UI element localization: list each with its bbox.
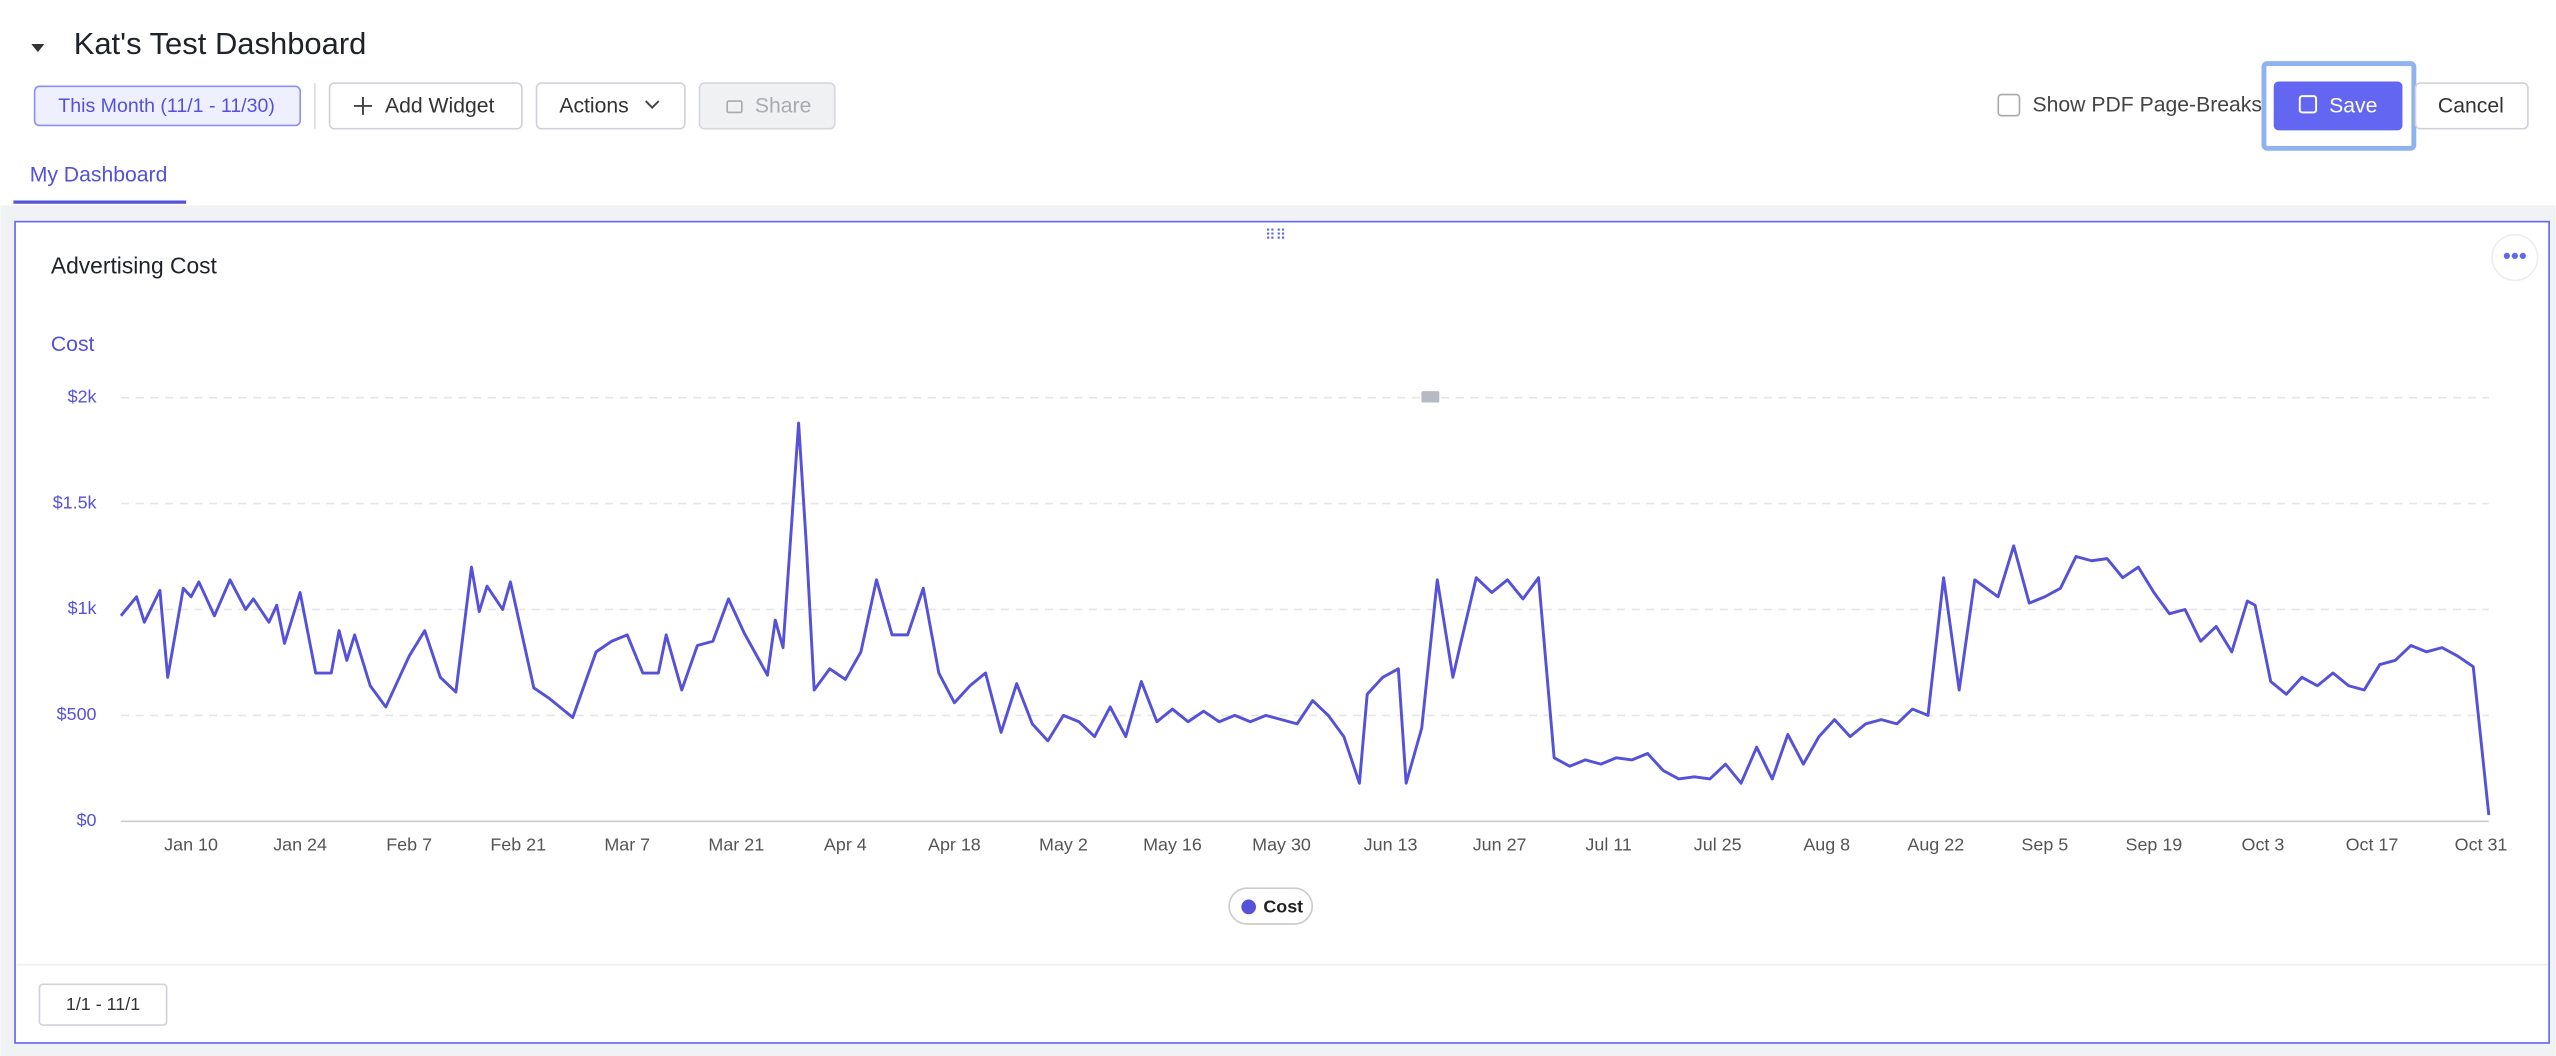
actions-label: Actions bbox=[559, 94, 628, 117]
x-tick-label: Aug 8 bbox=[1803, 835, 1850, 855]
pdf-label: Show PDF Page-Breaks bbox=[2033, 94, 2262, 117]
share-label: Share bbox=[755, 94, 812, 117]
y-tick-label: $2k bbox=[68, 386, 97, 406]
x-tick-label: May 2 bbox=[1039, 835, 1088, 855]
widget-title: Advertising Cost bbox=[51, 252, 218, 278]
x-tick-label: Jul 25 bbox=[1694, 835, 1742, 855]
save-button[interactable] bbox=[2273, 81, 2403, 131]
legend-pill bbox=[1228, 887, 1314, 925]
save-icon bbox=[2298, 95, 2318, 114]
menu-dots: ••• bbox=[2503, 243, 2527, 269]
plus-icon bbox=[354, 96, 372, 115]
footer-range-label: 1/1 - 11/1 bbox=[66, 994, 140, 1014]
cancel-label: Cancel bbox=[2438, 94, 2504, 117]
y-tick-label: $1k bbox=[68, 598, 97, 618]
actions-button[interactable] bbox=[535, 82, 686, 130]
x-tick-label: Feb 7 bbox=[386, 835, 432, 855]
tab[interactable]: My Dashboard bbox=[30, 164, 168, 187]
x-tick-label: Jun 27 bbox=[1473, 835, 1527, 855]
x-tick-label: Oct 31 bbox=[2455, 835, 2508, 855]
x-tick-label: Oct 17 bbox=[2346, 835, 2399, 855]
y-tick-label: $0 bbox=[77, 810, 97, 830]
menu-button[interactable] bbox=[2491, 233, 2539, 282]
x-tick-label: Feb 21 bbox=[490, 835, 546, 855]
x-tick-label: Mar 21 bbox=[708, 835, 764, 855]
date-range-button[interactable] bbox=[33, 85, 302, 127]
date-range-label: This Month (11/1 - 11/30) bbox=[58, 95, 275, 117]
share-button[interactable] bbox=[698, 82, 836, 130]
legend-label: Cost bbox=[1263, 896, 1303, 916]
cancel-button[interactable] bbox=[2414, 82, 2529, 130]
x-tick-label: Mar 7 bbox=[604, 835, 650, 855]
x-tick-label: Jan 24 bbox=[273, 835, 327, 855]
drag-handle[interactable]: ⠿⠿ bbox=[1265, 228, 1286, 244]
x-tick-label: Jun 13 bbox=[1364, 835, 1418, 855]
save-label: Save bbox=[2329, 94, 2377, 117]
pdf-checkbox[interactable] bbox=[1997, 93, 2021, 117]
y-axis-label: Cost bbox=[51, 333, 95, 356]
add-widget-button[interactable] bbox=[328, 82, 523, 130]
chevron-icon bbox=[645, 100, 660, 109]
lock-icon bbox=[726, 100, 743, 114]
add-widget-label: Add Widget bbox=[385, 94, 495, 117]
y-tick-label: $1.5k bbox=[53, 492, 97, 512]
data-line bbox=[119, 421, 2491, 816]
legend-swatch bbox=[1241, 899, 1256, 915]
x-tick-label: Apr 4 bbox=[824, 835, 867, 855]
x-tick-label: May 30 bbox=[1252, 835, 1311, 855]
x-tick-label: Apr 18 bbox=[928, 835, 981, 855]
footer-range-button[interactable] bbox=[38, 983, 168, 1026]
x-tick-label: Sep 19 bbox=[2126, 835, 2183, 855]
annotation-marker bbox=[1421, 391, 1440, 403]
x-tick-label: Aug 22 bbox=[1907, 835, 1964, 855]
focus-ring bbox=[2261, 61, 2417, 151]
x-tick-label: Oct 3 bbox=[2242, 835, 2285, 855]
x-tick-label: May 16 bbox=[1143, 835, 1202, 855]
x-tick-label: Jan 10 bbox=[164, 835, 218, 855]
dashboard-title: Kat's Test Dashboard bbox=[74, 26, 367, 61]
x-tick-label: Jul 11 bbox=[1585, 835, 1631, 855]
x-tick-label: Sep 5 bbox=[2021, 835, 2068, 855]
y-tick-label: $500 bbox=[57, 704, 97, 724]
collapse-caret[interactable] bbox=[31, 44, 45, 53]
